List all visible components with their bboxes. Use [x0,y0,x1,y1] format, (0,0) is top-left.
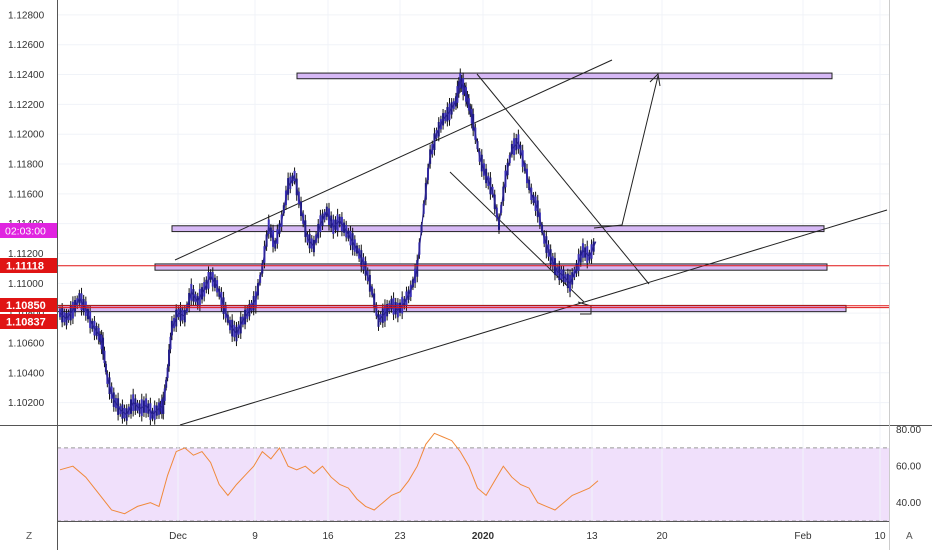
price-tick-label: 1.12600 [8,40,45,51]
current-price-text: 1.11118 [6,261,44,273]
time-tick-label: 9 [252,531,258,542]
price-tick-label: 1.12200 [8,100,45,111]
level-lower-label: 1.10837 [0,314,57,329]
price-tick-label: 1.10400 [8,368,45,379]
zoom-z-button[interactable]: Z [26,531,32,542]
channel-upper-line[interactable] [174,59,613,261]
rsi-line [59,432,599,515]
projection-arrowhead [649,72,661,87]
zigzag-marker [577,301,592,315]
rsi-tick-label: 40.00 [896,498,921,509]
rsi-tick-label: 80.00 [896,425,921,436]
price-tick-label: 1.12400 [8,70,45,81]
candle [59,309,61,318]
price-tick-label: 1.11800 [8,160,44,171]
current-price-label: 1.11118 [0,258,57,273]
time-tick-label: Feb [794,531,812,542]
rsi-band [57,447,889,521]
time-tick-label: 13 [586,531,598,542]
time-tick-label: Dec [169,531,187,542]
price-panel[interactable] [57,0,889,425]
level-upper-text: 1.10850 [6,300,46,312]
downtrend-upper-line[interactable] [476,73,650,285]
channel-lower-line[interactable] [179,209,888,426]
price-tick-label: 1.10600 [8,338,45,349]
auto-scale-button[interactable]: A [906,531,913,542]
price-series [59,78,597,416]
price-tick-label: 1.10200 [8,398,45,409]
countdown-label: 02:03:00 [0,223,57,238]
zone-resistance-1.1239[interactable] [296,72,833,80]
level-upper-label: 1.10850 [0,298,57,312]
time-tick-label: 2020 [472,531,495,542]
zone-zone-1.1110[interactable] [154,263,828,271]
time-tick-label: 10 [874,531,886,542]
countdown-text: 02:03:00 [5,226,46,238]
price-tick-label: 1.11600 [8,189,44,200]
time-tick-label: 23 [394,531,406,542]
price-tick-label: 1.11200 [8,249,44,260]
rsi-tick-label: 60.00 [896,462,921,473]
time-tick-label: 20 [656,531,668,542]
level-lower-text: 1.10837 [6,317,46,329]
price-tick-label: 1.12800 [8,10,45,21]
trend-lines [174,59,888,426]
price-tick-label: 1.12000 [8,130,45,141]
time-tick-label: 16 [322,531,334,542]
price-tick-label: 1.11000 [8,279,44,290]
projection-arrow[interactable] [593,75,659,229]
